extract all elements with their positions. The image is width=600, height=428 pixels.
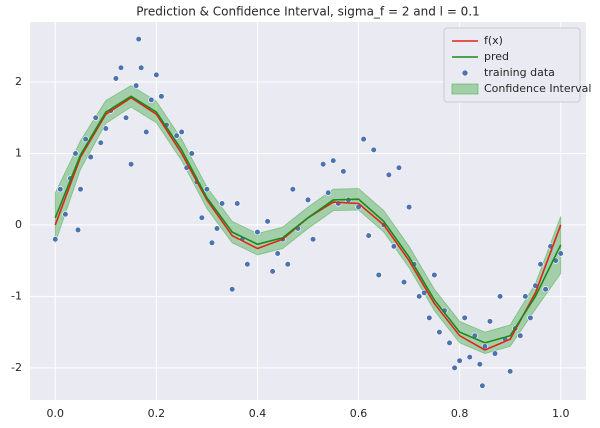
- data-point: [102, 125, 109, 132]
- data-point: [395, 164, 403, 171]
- data-point: [229, 286, 236, 293]
- data-point: [62, 211, 69, 218]
- data-point: [557, 250, 564, 257]
- data-point: [405, 203, 413, 211]
- data-point: [416, 293, 423, 300]
- data-point: [274, 250, 281, 257]
- data-point: [87, 153, 94, 161]
- x-tick-label: 1.0: [552, 407, 570, 420]
- data-point: [208, 239, 216, 246]
- data-point: [77, 186, 84, 193]
- data-point: [527, 314, 534, 321]
- data-point: [198, 214, 205, 221]
- x-tick-label: 0.2: [148, 407, 166, 420]
- data-point: [340, 168, 347, 175]
- data-point: [431, 271, 438, 279]
- data-point: [218, 200, 226, 207]
- data-point: [491, 350, 499, 357]
- data-point: [234, 200, 241, 207]
- data-point: [461, 314, 468, 321]
- data-point: [522, 293, 529, 300]
- data-point: [390, 243, 398, 250]
- data-point: [133, 82, 140, 89]
- data-point: [385, 171, 392, 179]
- legend-label: Confidence Interval: [484, 82, 591, 95]
- data-point: [173, 132, 180, 139]
- data-point: [309, 236, 317, 243]
- data-point: [426, 314, 433, 321]
- data-point: [158, 93, 165, 100]
- data-point: [284, 261, 291, 268]
- data-point: [57, 186, 64, 193]
- data-point: [446, 339, 453, 346]
- data-point: [117, 64, 125, 71]
- data-point: [188, 150, 195, 157]
- legend-label: f(x): [484, 34, 503, 47]
- data-point: [143, 128, 150, 136]
- data-point: [138, 64, 145, 71]
- data-point: [421, 289, 428, 296]
- data-point: [74, 226, 82, 234]
- data-point: [304, 196, 312, 204]
- data-point: [264, 218, 271, 225]
- data-point: [365, 232, 372, 239]
- data-point: [72, 150, 79, 157]
- data-point: [135, 36, 142, 43]
- data-point: [320, 161, 327, 168]
- data-point: [517, 332, 524, 339]
- data-point: [178, 128, 185, 136]
- data-point: [400, 278, 408, 286]
- data-point: [537, 261, 544, 268]
- data-point: [269, 268, 276, 275]
- data-point: [436, 329, 443, 336]
- data-point: [82, 136, 89, 143]
- line: [54, 95, 562, 344]
- data-point: [456, 357, 463, 364]
- data-point: [542, 286, 549, 293]
- x-tick-label: 0.8: [451, 407, 469, 420]
- data-point: [476, 361, 483, 368]
- data-point: [325, 189, 332, 196]
- y-tick-label: -2: [11, 361, 22, 374]
- data-point: [486, 318, 494, 325]
- y-tick-label: 0: [15, 218, 22, 231]
- data-point: [360, 136, 367, 143]
- legend-label: training data: [484, 66, 555, 79]
- x-tick-label: 0.6: [350, 407, 368, 420]
- x-tick-label: 0.0: [47, 407, 65, 420]
- y-tick-label: 1: [15, 146, 22, 159]
- chart-title: Prediction & Confidence Interval, sigma_…: [136, 5, 480, 19]
- x-tick-label: 0.4: [249, 407, 267, 420]
- y-tick-label: 2: [15, 75, 22, 88]
- data-point: [254, 228, 261, 236]
- data-point: [370, 146, 377, 154]
- data-point: [112, 75, 120, 82]
- legend-label: pred: [484, 50, 509, 63]
- data-point: [148, 96, 155, 103]
- legend-swatch: [461, 69, 469, 77]
- data-point: [122, 114, 130, 121]
- data-point: [451, 364, 458, 371]
- data-point: [213, 225, 221, 232]
- data-point: [203, 186, 211, 193]
- data-point: [507, 368, 514, 375]
- data-point: [92, 114, 99, 121]
- data-point: [289, 186, 296, 193]
- y-tick-label: -1: [11, 289, 22, 302]
- data-point: [330, 157, 337, 164]
- data-point: [127, 161, 135, 168]
- data-point: [153, 71, 160, 78]
- data-point: [375, 271, 382, 279]
- data-point: [97, 139, 104, 146]
- data-point: [466, 354, 473, 361]
- legend-swatch: [451, 83, 479, 95]
- data-point: [244, 261, 251, 268]
- data-point: [496, 293, 504, 300]
- data-point: [479, 382, 486, 389]
- data-point: [52, 236, 59, 243]
